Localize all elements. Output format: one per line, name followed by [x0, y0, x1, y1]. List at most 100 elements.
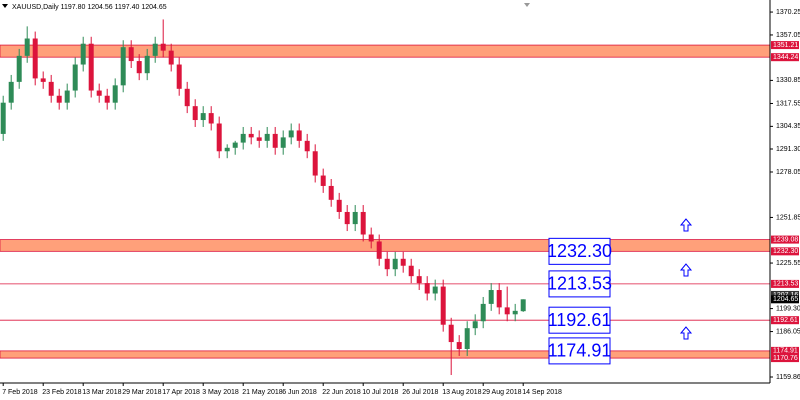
candle-body — [344, 211, 350, 225]
candle-body — [48, 81, 54, 96]
candle-body — [432, 286, 438, 294]
candle-body — [224, 147, 230, 152]
candle-body — [288, 130, 294, 138]
y-tick-label: 1317.55 — [776, 100, 800, 107]
candle-body — [488, 290, 494, 304]
candle-body — [272, 133, 278, 148]
candle-body — [56, 95, 62, 103]
zone — [0, 350, 771, 359]
x-tick-label: 29 Aug 2018 — [482, 389, 521, 396]
zone-label-bg — [771, 41, 799, 50]
candle-body — [520, 299, 526, 312]
up-arrow — [679, 326, 693, 340]
x-tick-label: 23 Feb 2018 — [42, 389, 81, 396]
zone-label-bg — [771, 354, 799, 363]
candle-body — [456, 342, 462, 350]
candle-body — [400, 258, 406, 266]
zone-label: 1170.76 — [773, 355, 798, 362]
candle-body — [184, 88, 190, 107]
candle-body — [16, 55, 22, 82]
candle-body — [392, 258, 398, 270]
candle-body — [104, 95, 110, 103]
candle-body — [352, 211, 358, 225]
level-label-bg — [771, 316, 799, 325]
candle-body — [464, 328, 470, 350]
candle-body — [128, 47, 134, 62]
candle-body — [504, 307, 510, 315]
zone-label-bg — [771, 247, 799, 256]
candle-body — [200, 113, 206, 121]
y-tick-label: 1357.05 — [776, 32, 800, 39]
callout-label: 1232.30 — [547, 241, 612, 261]
x-tick-label: 21 May 2018 — [242, 389, 283, 396]
callout-box — [548, 237, 611, 265]
level-label: 1192.61 — [773, 317, 798, 324]
candle-body — [336, 199, 342, 212]
x-tick-label: 3 May 2018 — [202, 389, 239, 396]
y-tick-label: 1330.85 — [776, 77, 800, 84]
y-tick-label: 1370.25 — [776, 9, 800, 16]
callout-box — [548, 270, 611, 298]
candle-body — [216, 123, 222, 152]
candle-body — [424, 283, 430, 294]
candle-body — [360, 211, 366, 235]
candle-body — [232, 142, 238, 148]
x-tick-label: 13 Mar 2018 — [82, 389, 121, 396]
y-tick-label: 1186.05 — [776, 328, 800, 335]
candle-body — [168, 50, 174, 65]
candle-body — [208, 113, 214, 124]
candle-body — [312, 151, 318, 176]
candle-body — [280, 137, 286, 148]
callout-box — [548, 306, 611, 334]
candle-body — [176, 64, 182, 89]
y-tick-label: 1278.05 — [776, 169, 800, 176]
callout-label: 1174.91 — [548, 341, 612, 361]
callout-label: 1192.61 — [548, 310, 612, 330]
candle-body — [112, 85, 118, 103]
candle-body — [40, 78, 46, 82]
y-tick-label: 1225.55 — [776, 260, 800, 267]
candle-body — [144, 55, 150, 74]
price-label-bg — [771, 290, 799, 299]
candle-body — [248, 133, 254, 138]
x-tick-label: 22 Jun 2018 — [322, 389, 361, 396]
candle-body — [480, 303, 486, 322]
candle-body — [136, 61, 142, 74]
candle-body — [24, 38, 30, 56]
candle-body — [320, 175, 326, 186]
y-tick-label: 1199.30 — [776, 305, 800, 312]
x-tick-label: 26 Jul 2018 — [402, 389, 438, 396]
candle-body — [72, 64, 78, 91]
y-tick-label: 1251.85 — [776, 214, 800, 221]
up-arrow — [679, 218, 693, 232]
zone — [0, 239, 771, 252]
x-tick-label: 6 Jun 2018 — [282, 389, 317, 396]
price-label-bg — [771, 295, 799, 304]
zone-label: 1351.21 — [773, 42, 798, 49]
zone — [0, 44, 771, 58]
up-arrow — [679, 263, 693, 277]
candle-body — [88, 43, 94, 91]
candle-body — [376, 241, 382, 259]
x-tick-label: 10 Jul 2018 — [362, 389, 398, 396]
zone-label-bg — [771, 53, 799, 62]
candle-body — [120, 47, 126, 86]
callout-box — [548, 337, 611, 365]
candle-body — [80, 43, 86, 65]
candle-body — [64, 90, 70, 103]
candle-body — [96, 90, 102, 96]
y-tick-label: 1304.35 — [776, 123, 800, 130]
price-label: 1204.65 — [773, 296, 798, 303]
y-tick-label: 1159.86 — [776, 374, 800, 381]
candle-body — [448, 324, 454, 343]
x-tick-label: 14 Sep 2018 — [522, 389, 562, 396]
x-tick-label: 13 Aug 2018 — [442, 389, 481, 396]
candle-body — [152, 43, 158, 56]
zone-label-bg — [771, 235, 799, 244]
menu-triangle — [2, 4, 8, 8]
candle-body — [440, 286, 446, 325]
zone-label: 1232.30 — [773, 248, 798, 255]
